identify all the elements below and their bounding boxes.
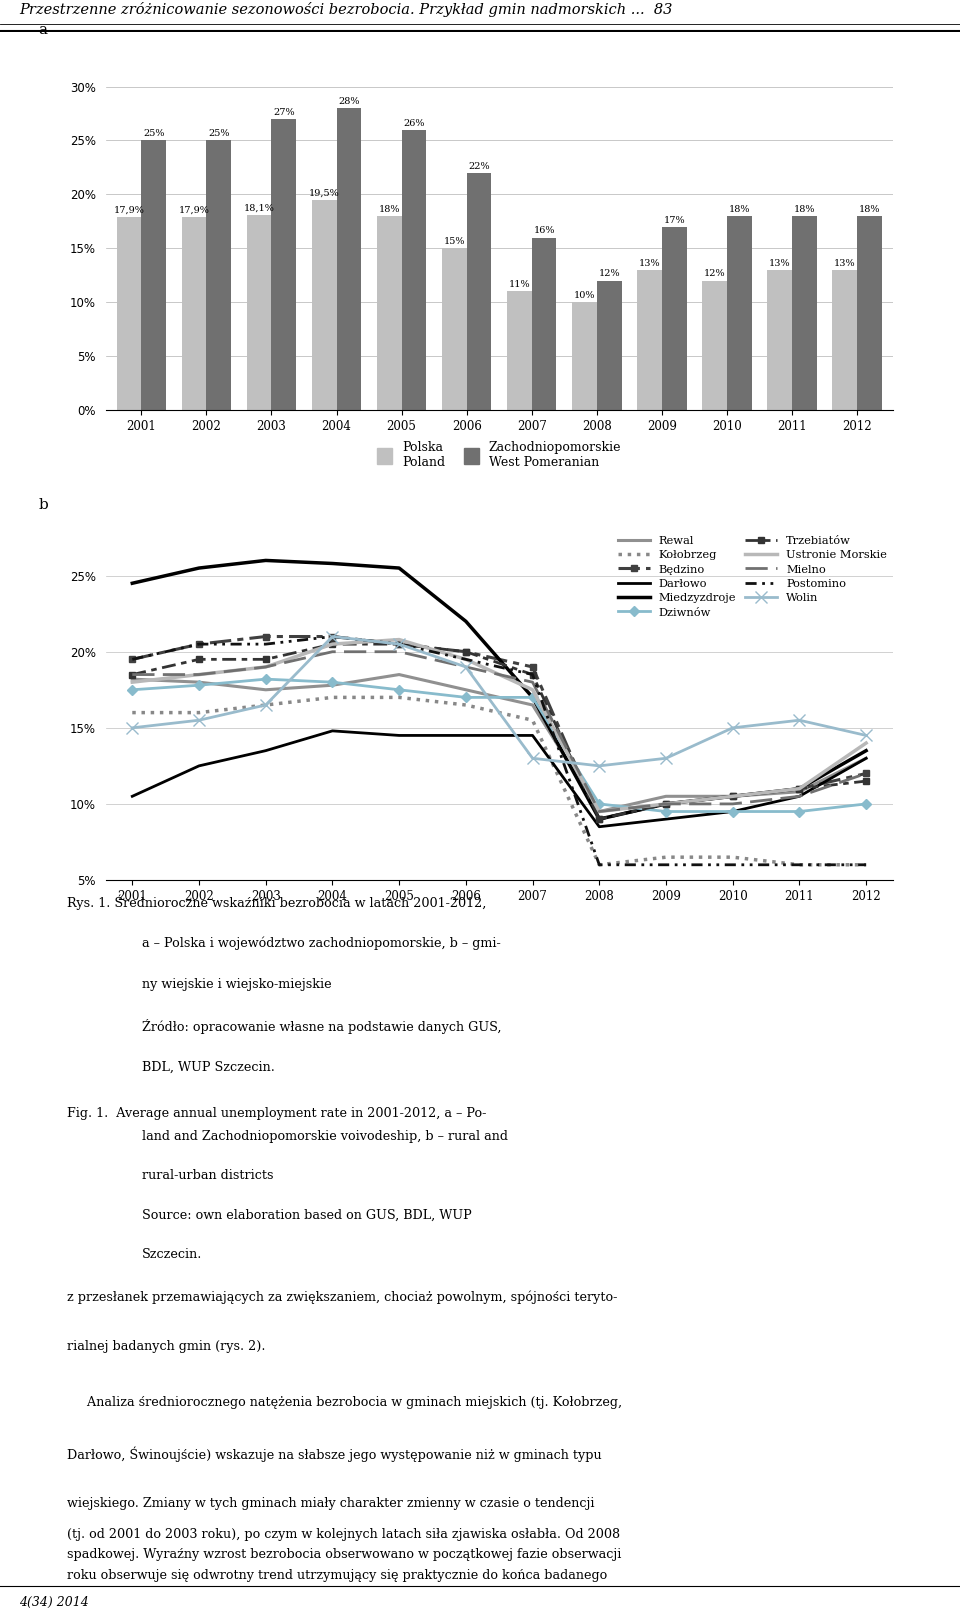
Bar bbox=[532, 237, 557, 410]
Text: 17,9%: 17,9% bbox=[113, 207, 144, 215]
Text: a – Polska i województwo zachodniopomorskie, b – gmi-: a – Polska i województwo zachodniopomors… bbox=[141, 936, 500, 951]
Bar bbox=[247, 215, 272, 410]
Text: z przesłanek przemawiających za zwiększaniem, chociaż powolnym, spójności teryto: z przesłanek przemawiających za zwiększa… bbox=[67, 1290, 617, 1304]
Bar bbox=[117, 216, 141, 410]
Text: rialnej badanych gmin (rys. 2).: rialnej badanych gmin (rys. 2). bbox=[67, 1340, 266, 1354]
Bar bbox=[637, 270, 661, 410]
Bar bbox=[467, 173, 492, 410]
Text: 15%: 15% bbox=[444, 237, 465, 245]
Text: 22%: 22% bbox=[468, 161, 490, 171]
Text: 26%: 26% bbox=[403, 118, 424, 128]
Text: roku obserwuje się odwrotny trend utrzymujący się praktycznie do końca badanego: roku obserwuje się odwrotny trend utrzym… bbox=[67, 1569, 608, 1582]
Text: 18%: 18% bbox=[378, 205, 400, 213]
Bar bbox=[661, 226, 686, 410]
Bar bbox=[792, 216, 817, 410]
Text: 18%: 18% bbox=[794, 205, 815, 213]
Text: 12%: 12% bbox=[598, 270, 620, 279]
Text: Źródło: opracowanie własne na podstawie danych GUS,: Źródło: opracowanie własne na podstawie … bbox=[141, 1018, 501, 1035]
Text: Analiza średniorocznego natężenia bezrobocia w gminach miejskich (tj. Kołobrzeg,: Analiza średniorocznego natężenia bezrob… bbox=[67, 1396, 622, 1409]
Text: rural-urban districts: rural-urban districts bbox=[141, 1169, 273, 1181]
Text: 27%: 27% bbox=[273, 108, 295, 116]
Text: 18%: 18% bbox=[729, 205, 750, 213]
Text: 25%: 25% bbox=[208, 129, 229, 139]
Bar bbox=[141, 140, 166, 410]
Text: 13%: 13% bbox=[638, 258, 660, 268]
Bar bbox=[702, 281, 727, 410]
Text: wiejskiego. Zmiany w tych gminach miały charakter zmienny w czasie o tendencji: wiejskiego. Zmiany w tych gminach miały … bbox=[67, 1498, 594, 1511]
Text: 13%: 13% bbox=[834, 258, 855, 268]
Bar bbox=[181, 216, 206, 410]
Bar bbox=[312, 200, 337, 410]
Legend: Polska
Poland, Zachodniopomorskie
West Pomeranian: Polska Poland, Zachodniopomorskie West P… bbox=[377, 441, 621, 470]
Text: BDL, WUP Szczecin.: BDL, WUP Szczecin. bbox=[141, 1060, 275, 1073]
Text: ny wiejskie i wiejsko-miejskie: ny wiejskie i wiejsko-miejskie bbox=[141, 978, 331, 991]
Text: 13%: 13% bbox=[769, 258, 790, 268]
Bar bbox=[727, 216, 752, 410]
Text: 12%: 12% bbox=[704, 270, 726, 279]
Text: 25%: 25% bbox=[143, 129, 164, 139]
Text: 10%: 10% bbox=[574, 291, 595, 300]
Text: 4(34) 2014: 4(34) 2014 bbox=[19, 1596, 89, 1609]
Text: land and Zachodniopomorskie voivodeship, b – rural and: land and Zachodniopomorskie voivodeship,… bbox=[141, 1130, 508, 1143]
Text: Przestrzenne zróżnicowanie sezonowości bezrobocia. Przykład gmin nadmorskich ...: Przestrzenne zróżnicowanie sezonowości b… bbox=[19, 2, 673, 18]
Text: 11%: 11% bbox=[509, 281, 530, 289]
Text: b: b bbox=[38, 499, 48, 512]
Bar bbox=[442, 249, 467, 410]
Text: a: a bbox=[38, 23, 48, 37]
Bar bbox=[767, 270, 792, 410]
Text: 18%: 18% bbox=[858, 205, 880, 213]
Text: Fig. 1.  Average annual unemployment rate in 2001-2012, a – Po-: Fig. 1. Average annual unemployment rate… bbox=[67, 1107, 487, 1120]
Bar bbox=[272, 119, 297, 410]
Text: Rys. 1. Średnioroczne wskaźniki bezrobocia w latach 2001-2012,: Rys. 1. Średnioroczne wskaźniki bezroboc… bbox=[67, 896, 487, 910]
Bar bbox=[597, 281, 621, 410]
Text: (tj. od 2001 do 2003 roku), po czym w kolejnych latach siła zjawiska osłabła. Od: (tj. od 2001 do 2003 roku), po czym w ko… bbox=[67, 1528, 620, 1541]
Legend: Rewal, Kołobrzeg, Będzino, Darłowo, Miedzyzdroje, Dziwnów, Trzebiatów, Ustronie : Rewal, Kołobrzeg, Będzino, Darłowo, Mied… bbox=[617, 536, 887, 618]
Text: 17,9%: 17,9% bbox=[179, 207, 209, 215]
Text: spadkowej. Wyraźny wzrost bezrobocia obserwowano w początkowej fazie obserwacji: spadkowej. Wyraźny wzrost bezrobocia obs… bbox=[67, 1548, 621, 1561]
Text: 16%: 16% bbox=[534, 226, 555, 236]
Bar bbox=[401, 129, 426, 410]
Text: 28%: 28% bbox=[338, 97, 360, 107]
Text: Szczecin.: Szczecin. bbox=[141, 1248, 202, 1261]
Bar bbox=[507, 292, 532, 410]
Text: 19,5%: 19,5% bbox=[309, 189, 340, 197]
Bar bbox=[377, 216, 401, 410]
Bar bbox=[857, 216, 881, 410]
Bar bbox=[206, 140, 231, 410]
Text: 18,1%: 18,1% bbox=[244, 203, 275, 213]
Bar bbox=[337, 108, 361, 410]
Bar bbox=[572, 302, 597, 410]
Text: Source: own elaboration based on GUS, BDL, WUP: Source: own elaboration based on GUS, BD… bbox=[141, 1209, 471, 1222]
Bar bbox=[832, 270, 857, 410]
Text: Darłowo, Świnoujście) wskazuje na słabsze jego występowanie niż w gminach typu: Darłowo, Świnoujście) wskazuje na słabsz… bbox=[67, 1446, 602, 1462]
Text: 17%: 17% bbox=[663, 216, 685, 224]
